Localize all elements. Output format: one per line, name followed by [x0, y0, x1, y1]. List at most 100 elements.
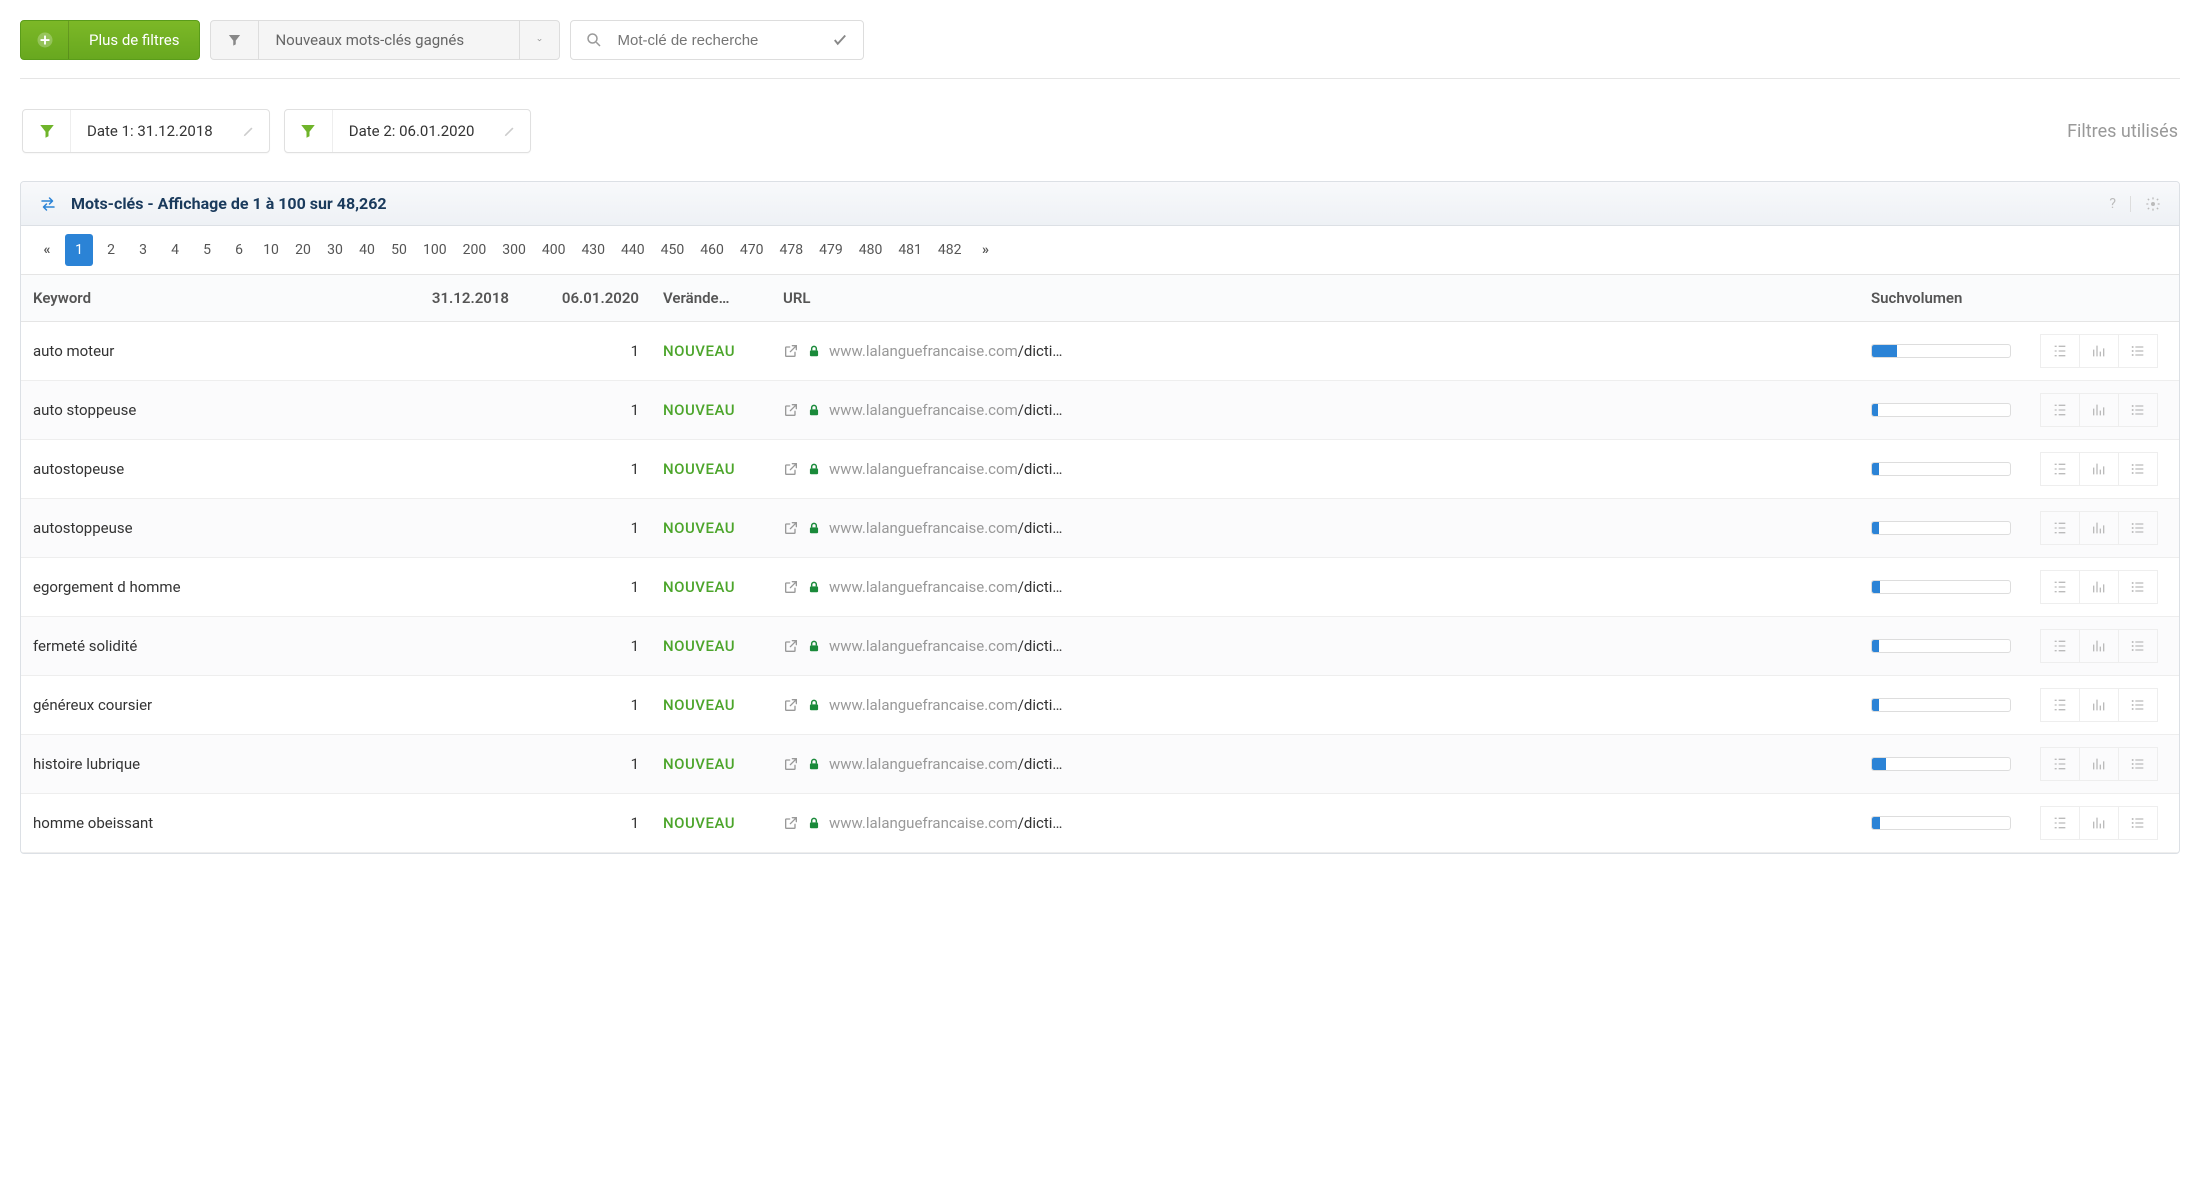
external-link-icon[interactable] — [783, 402, 799, 418]
action-indent-icon[interactable] — [2040, 806, 2080, 840]
page-button[interactable]: 450 — [655, 234, 691, 266]
cell-keyword[interactable]: fermeté solidité — [21, 617, 391, 676]
page-button[interactable]: 481 — [892, 234, 928, 266]
page-button[interactable]: 430 — [575, 234, 611, 266]
search-input[interactable] — [617, 32, 817, 49]
action-chart-icon[interactable] — [2079, 511, 2119, 545]
page-button[interactable]: 40 — [353, 234, 381, 266]
action-list-icon[interactable] — [2118, 806, 2158, 840]
external-link-icon[interactable] — [783, 697, 799, 713]
swap-icon[interactable] — [39, 195, 57, 213]
help-icon[interactable]: ? — [2109, 196, 2116, 212]
action-chart-icon[interactable] — [2079, 570, 2119, 604]
col-volume-header[interactable]: Suchvolumen — [1859, 275, 2029, 322]
page-button[interactable]: 480 — [853, 234, 889, 266]
external-link-icon[interactable] — [783, 756, 799, 772]
chevron-down-icon[interactable] — [519, 21, 559, 59]
page-button[interactable]: 6 — [225, 234, 253, 266]
cell-keyword[interactable]: généreux coursier — [21, 676, 391, 735]
action-indent-icon[interactable] — [2040, 747, 2080, 781]
url-text[interactable]: www.lalanguefrancaise.com/dicti… — [829, 637, 1847, 655]
external-link-icon[interactable] — [783, 638, 799, 654]
external-link-icon[interactable] — [783, 461, 799, 477]
col-date2-header[interactable]: 06.01.2020 — [521, 275, 651, 322]
action-list-icon[interactable] — [2118, 629, 2158, 663]
action-chart-icon[interactable] — [2079, 747, 2119, 781]
action-list-icon[interactable] — [2118, 688, 2158, 722]
cell-keyword[interactable]: auto stoppeuse — [21, 381, 391, 440]
search-box[interactable] — [570, 20, 864, 60]
col-url-header[interactable]: URL — [771, 275, 1859, 322]
external-link-icon[interactable] — [783, 579, 799, 595]
url-text[interactable]: www.lalanguefrancaise.com/dicti… — [829, 696, 1847, 714]
gear-icon[interactable] — [2145, 196, 2161, 212]
url-text[interactable]: www.lalanguefrancaise.com/dicti… — [829, 519, 1847, 537]
date2-filter[interactable]: Date 2: 06.01.2020 — [284, 109, 532, 153]
edit-icon[interactable] — [490, 124, 530, 138]
action-indent-icon[interactable] — [2040, 334, 2080, 368]
page-button[interactable]: 460 — [694, 234, 730, 266]
cell-keyword[interactable]: histoire lubrique — [21, 735, 391, 794]
page-button[interactable]: 200 — [457, 234, 493, 266]
action-chart-icon[interactable] — [2079, 393, 2119, 427]
page-button[interactable]: 479 — [813, 234, 849, 266]
action-chart-icon[interactable] — [2079, 334, 2119, 368]
page-button[interactable]: 10 — [257, 234, 285, 266]
action-list-icon[interactable] — [2118, 393, 2158, 427]
more-filters-button[interactable]: Plus de filtres — [20, 20, 200, 60]
cell-keyword[interactable]: auto moteur — [21, 322, 391, 381]
filters-used-label[interactable]: Filtres utilisés — [2067, 121, 2178, 142]
page-button[interactable]: 20 — [289, 234, 317, 266]
external-link-icon[interactable] — [783, 343, 799, 359]
col-change-header[interactable]: Verände… — [651, 275, 771, 322]
col-date1-header[interactable]: 31.12.2018 — [391, 275, 521, 322]
action-chart-icon[interactable] — [2079, 688, 2119, 722]
action-list-icon[interactable] — [2118, 511, 2158, 545]
page-button[interactable]: 100 — [417, 234, 453, 266]
action-chart-icon[interactable] — [2079, 452, 2119, 486]
url-text[interactable]: www.lalanguefrancaise.com/dicti… — [829, 342, 1847, 360]
action-indent-icon[interactable] — [2040, 452, 2080, 486]
url-text[interactable]: www.lalanguefrancaise.com/dicti… — [829, 755, 1847, 773]
page-button[interactable]: 470 — [734, 234, 770, 266]
url-text[interactable]: www.lalanguefrancaise.com/dicti… — [829, 401, 1847, 419]
date1-filter[interactable]: Date 1: 31.12.2018 — [22, 109, 270, 153]
url-text[interactable]: www.lalanguefrancaise.com/dicti… — [829, 814, 1847, 832]
page-button[interactable]: 300 — [496, 234, 532, 266]
page-button[interactable]: 1 — [65, 234, 93, 266]
page-button[interactable]: 400 — [536, 234, 572, 266]
keyword-type-dropdown[interactable]: Nouveaux mots-clés gagnés — [210, 20, 560, 60]
check-icon[interactable] — [817, 31, 863, 49]
page-button[interactable]: 4 — [161, 234, 189, 266]
external-link-icon[interactable] — [783, 815, 799, 831]
action-indent-icon[interactable] — [2040, 629, 2080, 663]
action-chart-icon[interactable] — [2079, 629, 2119, 663]
page-last-button[interactable]: » — [972, 234, 1000, 266]
action-list-icon[interactable] — [2118, 452, 2158, 486]
page-button[interactable]: 440 — [615, 234, 651, 266]
page-button[interactable]: 478 — [773, 234, 809, 266]
cell-keyword[interactable]: autostopeuse — [21, 440, 391, 499]
page-button[interactable]: 30 — [321, 234, 349, 266]
action-list-icon[interactable] — [2118, 334, 2158, 368]
external-link-icon[interactable] — [783, 520, 799, 536]
url-text[interactable]: www.lalanguefrancaise.com/dicti… — [829, 460, 1847, 478]
page-button[interactable]: 2 — [97, 234, 125, 266]
action-list-icon[interactable] — [2118, 570, 2158, 604]
action-indent-icon[interactable] — [2040, 511, 2080, 545]
action-chart-icon[interactable] — [2079, 806, 2119, 840]
page-button[interactable]: 50 — [385, 234, 413, 266]
action-indent-icon[interactable] — [2040, 688, 2080, 722]
action-indent-icon[interactable] — [2040, 393, 2080, 427]
action-list-icon[interactable] — [2118, 747, 2158, 781]
col-keyword-header[interactable]: Keyword — [21, 275, 391, 322]
page-button[interactable]: 5 — [193, 234, 221, 266]
cell-keyword[interactable]: autostoppeuse — [21, 499, 391, 558]
edit-icon[interactable] — [229, 124, 269, 138]
url-text[interactable]: www.lalanguefrancaise.com/dicti… — [829, 578, 1847, 596]
page-button[interactable]: 482 — [932, 234, 968, 266]
page-button[interactable]: 3 — [129, 234, 157, 266]
page-first-button[interactable]: « — [33, 234, 61, 266]
action-indent-icon[interactable] — [2040, 570, 2080, 604]
cell-keyword[interactable]: egorgement d homme — [21, 558, 391, 617]
